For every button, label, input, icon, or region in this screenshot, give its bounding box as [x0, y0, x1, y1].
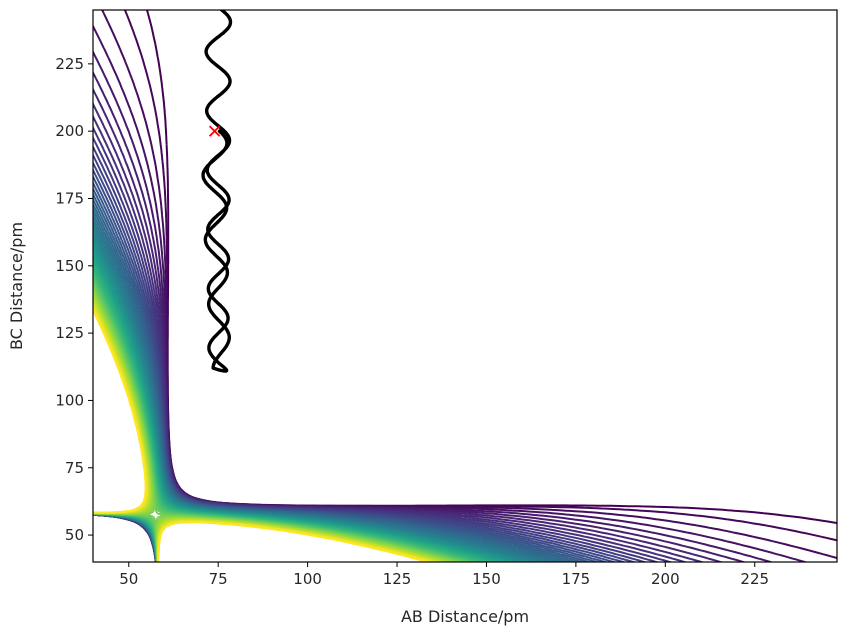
y-tick-label: 125: [55, 324, 84, 342]
y-tick-label: 100: [55, 391, 84, 409]
contour-level: [93, 24, 809, 562]
contour-level: [93, 10, 837, 562]
y-tick-label: 175: [55, 189, 84, 207]
contour-level: [93, 307, 432, 562]
contour-level: [93, 10, 837, 562]
y-axis-ticks: 50 75 100 125 150 175 200 225: [55, 55, 93, 544]
x-tick-label: 150: [472, 570, 501, 588]
x-tick-label: 175: [562, 570, 591, 588]
x-tick-label: 225: [740, 570, 769, 588]
plot-frame: [92, 9, 838, 563]
x-axis-ticks: 50 75 100 125 150 175 200 225: [119, 562, 769, 588]
y-tick-label: 75: [65, 459, 84, 477]
y-axis-label: BC Distance/pm: [7, 222, 26, 350]
x-tick-label: 100: [293, 570, 322, 588]
trajectory-line: [201, 10, 233, 373]
contour-level: [93, 70, 747, 562]
contour-lines: [93, 10, 837, 562]
y-tick-label: 150: [55, 257, 84, 275]
x-axis-label: AB Distance/pm: [401, 607, 529, 626]
start-marker-layer: [208, 125, 221, 137]
y-tick-label: 225: [55, 55, 84, 73]
x-tick-label: 125: [383, 570, 412, 588]
start-point-marker: [208, 125, 221, 137]
x-tick-label: 50: [119, 570, 138, 588]
x-tick-label: 200: [651, 570, 680, 588]
contour-level: [93, 49, 775, 562]
y-tick-label: 50: [65, 526, 84, 544]
x-tick-label: 75: [209, 570, 228, 588]
contour-level: [93, 10, 837, 562]
trajectory-layer: [201, 10, 233, 373]
y-tick-label: 200: [55, 122, 84, 140]
